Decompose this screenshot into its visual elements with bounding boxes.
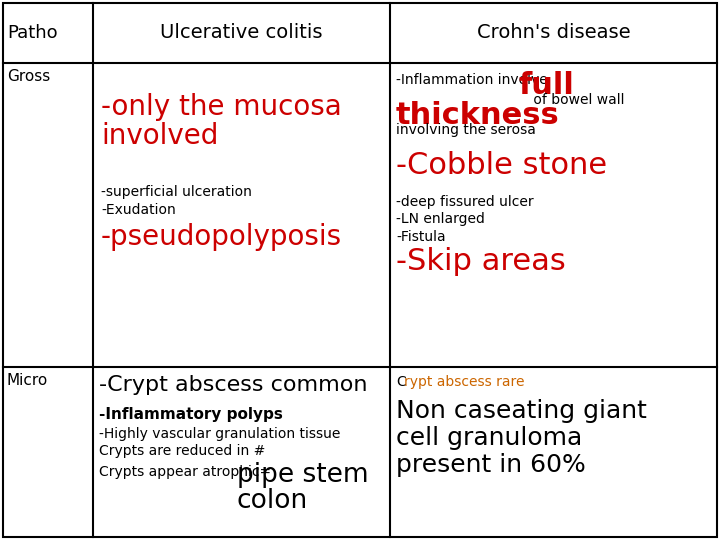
- Text: -Inflammatory polyps: -Inflammatory polyps: [99, 407, 283, 422]
- Text: C: C: [396, 375, 406, 389]
- Text: Gross: Gross: [7, 69, 50, 84]
- Text: -Highly vascular granulation tissue
Crypts are reduced in #: -Highly vascular granulation tissue Cryp…: [99, 427, 341, 458]
- Text: Ulcerative colitis: Ulcerative colitis: [161, 24, 323, 43]
- Text: Micro: Micro: [7, 373, 48, 388]
- Text: -Crypt abscess common: -Crypt abscess common: [99, 375, 367, 395]
- Text: Non caseating giant
cell granuloma
present in 60%: Non caseating giant cell granuloma prese…: [396, 399, 647, 477]
- Text: -pseudopolyposis: -pseudopolyposis: [101, 223, 342, 251]
- Text: thickness: thickness: [396, 101, 559, 130]
- Text: rypt abscess rare: rypt abscess rare: [404, 375, 524, 389]
- Text: -Skip areas: -Skip areas: [396, 247, 566, 276]
- Text: of bowel wall: of bowel wall: [529, 93, 624, 107]
- Text: involving the serosa: involving the serosa: [396, 123, 536, 137]
- Text: pipe stem
colon: pipe stem colon: [237, 462, 369, 514]
- Text: -only the mucosa
involved: -only the mucosa involved: [101, 93, 342, 150]
- Text: -Cobble stone: -Cobble stone: [396, 151, 607, 180]
- Text: -Inflammation involve: -Inflammation involve: [396, 73, 552, 87]
- Text: full: full: [518, 71, 574, 100]
- Text: -superficial ulceration
-Exudation: -superficial ulceration -Exudation: [101, 185, 252, 217]
- Text: -deep fissured ulcer
-LN enlarged
-Fistula: -deep fissured ulcer -LN enlarged -Fistu…: [396, 195, 534, 244]
- Text: Crohn's disease: Crohn's disease: [477, 24, 630, 43]
- Text: Crypts appear atrophic=: Crypts appear atrophic=: [99, 465, 276, 479]
- Text: Patho: Patho: [7, 24, 58, 42]
